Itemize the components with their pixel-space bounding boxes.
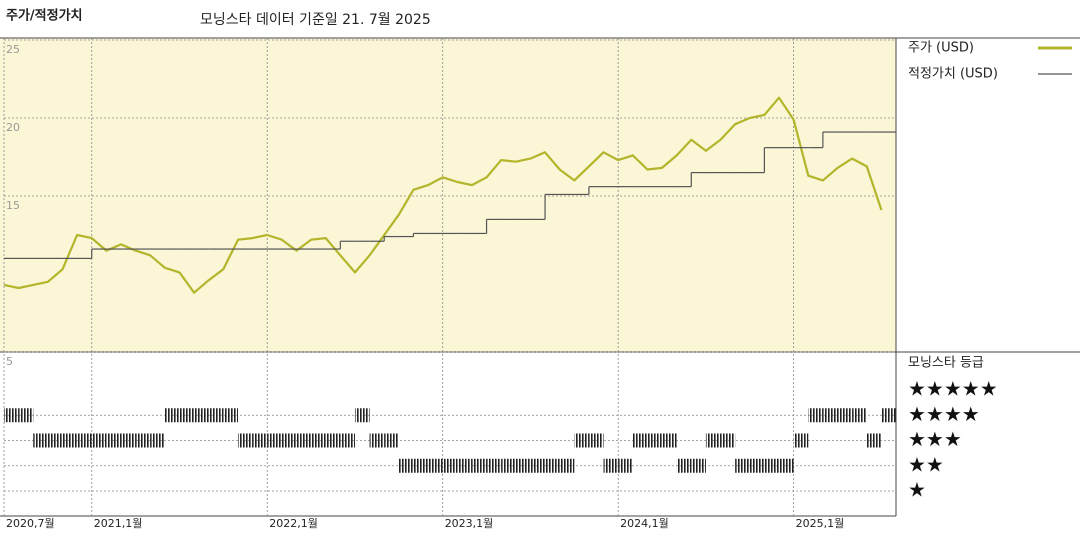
y-tick-label: 5	[6, 355, 13, 368]
x-tick-label: 2021,1월	[94, 517, 143, 530]
rating-level-label: ★	[908, 478, 926, 502]
rating-bar	[18, 408, 34, 423]
rating-bar	[354, 408, 370, 423]
rating-bar	[252, 433, 268, 448]
rating-bar	[471, 458, 487, 473]
rating-bar	[442, 458, 458, 473]
rating-bar	[267, 433, 282, 448]
plot-background	[0, 38, 896, 352]
rating-bar	[866, 433, 882, 448]
rating-bar	[515, 458, 531, 473]
rating-bar	[779, 458, 794, 473]
rating-bar	[311, 433, 326, 448]
rating-bar	[676, 458, 692, 473]
rating-bar	[281, 433, 297, 448]
x-tick-label: 2023,1월	[445, 517, 494, 530]
rating-level-label: ★★	[908, 452, 944, 476]
rating-bar	[647, 433, 663, 448]
rating-bar	[837, 408, 853, 423]
rating-bar	[413, 458, 429, 473]
rating-bar	[428, 458, 443, 473]
rating-bar	[881, 408, 896, 423]
rating-bar	[749, 458, 765, 473]
rating-bar	[179, 408, 195, 423]
rating-bar	[223, 408, 238, 423]
grid	[3, 38, 896, 516]
x-tick-label: 2025,1월	[796, 517, 845, 530]
y-tick-label: 20	[6, 121, 20, 134]
marks	[3, 96, 896, 473]
rating-bar	[296, 433, 312, 448]
rating-bar	[340, 433, 355, 448]
chart-subtitle: 모닝스타 데이터 기준일 21. 7월 2025	[200, 12, 431, 28]
chart-title: 주가/적정가치	[6, 8, 83, 24]
rating-bar	[574, 433, 589, 448]
rating-bar	[135, 433, 151, 448]
rating-bar	[237, 433, 253, 448]
x-tick-label: 2020,7월	[6, 517, 55, 530]
rating-bar	[530, 458, 546, 473]
rating-level-label: ★★★★★	[908, 377, 998, 401]
legend-label: 주가 (USD)	[908, 41, 974, 56]
rating-bar	[545, 458, 560, 473]
rating-level-label: ★★★★	[908, 402, 980, 426]
rating-bar	[208, 408, 224, 423]
rating-bar	[33, 433, 48, 448]
rating-bar	[662, 433, 677, 448]
rating-bar	[618, 458, 633, 473]
rating-bar	[398, 458, 414, 473]
rating-bar	[91, 433, 107, 448]
rating-bar	[603, 458, 619, 473]
rating-bar	[62, 433, 78, 448]
rating-bar	[325, 433, 341, 448]
y-tick-label: 25	[6, 43, 20, 56]
rating-bar	[808, 408, 823, 423]
rating-title: 모닝스타 등급	[908, 356, 984, 371]
y-tick-label: 15	[6, 199, 20, 212]
rating-level-label: ★★★	[908, 427, 962, 451]
rating-bar	[457, 458, 472, 473]
rating-bar	[559, 458, 575, 473]
rating-bar	[822, 408, 838, 423]
price-line	[3, 96, 883, 294]
legend-label: 적정가치 (USD)	[908, 67, 998, 82]
rating-bar	[77, 433, 92, 448]
rating-bar	[588, 433, 604, 448]
rating-bar	[501, 458, 516, 473]
rating-bar	[735, 458, 750, 473]
rating-bar	[632, 433, 648, 448]
rating-bar	[852, 408, 867, 423]
rating-bar	[194, 408, 209, 423]
x-tick-label: 2022,1월	[269, 517, 318, 530]
rating-bar	[691, 458, 706, 473]
rating-bar	[150, 433, 165, 448]
rating-bar	[369, 433, 385, 448]
rating-bar	[793, 433, 809, 448]
rating-bar	[164, 408, 180, 423]
rating-bar	[4, 408, 19, 423]
rating-bar	[720, 433, 736, 448]
rating-bar	[120, 433, 136, 448]
rating-bar	[705, 433, 721, 448]
rating-bar	[47, 433, 63, 448]
rating-bar	[384, 433, 399, 448]
x-tick-label: 2024,1월	[620, 517, 669, 530]
rating-bar	[764, 458, 780, 473]
rating-bar	[106, 433, 121, 448]
rating-bar	[486, 458, 502, 473]
